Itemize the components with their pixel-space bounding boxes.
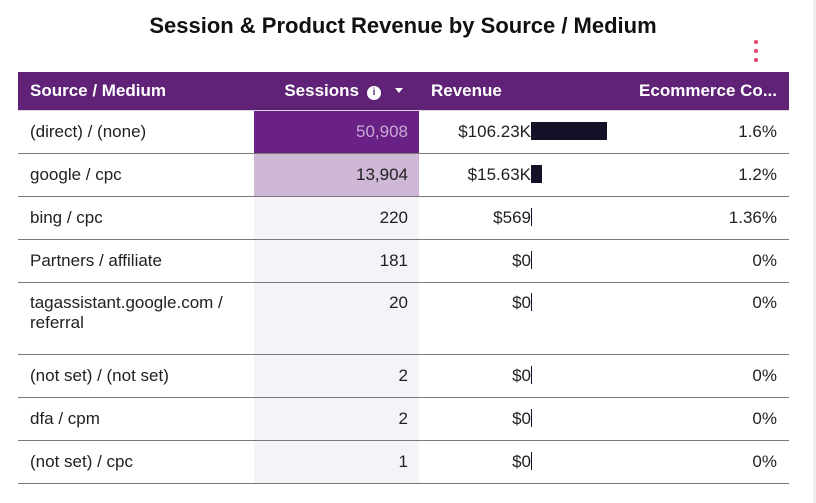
revenue-bar: [531, 251, 532, 269]
sort-desc-icon[interactable]: [395, 88, 403, 93]
revenue-bar: [531, 366, 532, 384]
cell-sessions: 20: [254, 282, 419, 355]
table-row[interactable]: Partners / affiliate 181 $0 0%: [18, 239, 789, 283]
cell-ecommerce: 0%: [619, 239, 789, 283]
column-header-sessions[interactable]: Sessions i: [254, 72, 419, 111]
revenue-bar: [531, 122, 607, 140]
cell-revenue: $106.23K: [419, 110, 619, 154]
column-header-revenue-label: Revenue: [431, 81, 502, 100]
cell-source: (not set) / (not set): [18, 354, 254, 398]
revenue-value: $0: [512, 251, 531, 270]
cell-source: google / cpc: [18, 153, 254, 197]
cell-ecommerce: 1.36%: [619, 196, 789, 240]
data-table: Source / Medium Sessions i Revenue Ecomme…: [18, 72, 789, 484]
cell-sessions: 50,908: [254, 110, 419, 154]
table-row[interactable]: (not set) / cpc 1 $0 0%: [18, 440, 789, 484]
revenue-bar: [531, 208, 532, 226]
revenue-value: $0: [512, 366, 531, 385]
cell-sessions: 181: [254, 239, 419, 283]
cell-ecommerce: 0%: [619, 397, 789, 441]
cell-revenue: $15.63K: [419, 153, 619, 197]
menu-dot: [754, 58, 758, 62]
cell-revenue: $0: [419, 354, 619, 398]
revenue-value: $0: [512, 409, 531, 428]
cell-ecommerce: 0%: [619, 282, 789, 355]
column-header-revenue[interactable]: Revenue: [419, 72, 619, 111]
cell-source: Partners / affiliate: [18, 239, 254, 283]
table-row[interactable]: tagassistant.google.com / referral 20 $0 0%: [18, 282, 789, 355]
revenue-bar: [531, 293, 532, 311]
cell-revenue: $0: [419, 282, 619, 355]
column-header-source-label: Source / Medium: [30, 81, 167, 100]
panel-edge: [813, 0, 816, 503]
table-row[interactable]: google / cpc 13,904 $15.63K 1.2%: [18, 153, 789, 197]
cell-revenue: $0: [419, 239, 619, 283]
table-row[interactable]: bing / cpc 220 $569 1.36%: [18, 196, 789, 240]
info-icon[interactable]: i: [367, 86, 381, 100]
table-row[interactable]: dfa / cpm 2 $0 0%: [18, 397, 789, 441]
cell-sessions: 13,904: [254, 153, 419, 197]
column-header-ecommerce[interactable]: Ecommerce Co...: [619, 72, 789, 111]
revenue-bar: [531, 165, 542, 183]
column-header-sessions-label: Sessions: [284, 81, 359, 100]
revenue-value: $0: [512, 293, 531, 312]
more-vert-icon[interactable]: [750, 40, 762, 62]
column-header-ecommerce-label: Ecommerce Co...: [639, 81, 777, 100]
revenue-value: $0: [512, 452, 531, 471]
table-header-row: Source / Medium Sessions i Revenue Ecomme…: [18, 72, 789, 111]
table-row[interactable]: (not set) / (not set) 2 $0 0%: [18, 354, 789, 398]
chart-title: Session & Product Revenue by Source / Me…: [149, 13, 657, 38]
cell-source: dfa / cpm: [18, 397, 254, 441]
cell-sessions: 2: [254, 397, 419, 441]
revenue-bar: [531, 452, 532, 470]
column-header-source[interactable]: Source / Medium: [18, 72, 254, 111]
cell-ecommerce: 1.2%: [619, 153, 789, 197]
cell-sessions: 2: [254, 354, 419, 398]
revenue-value: $15.63K: [467, 165, 531, 184]
cell-revenue: $569: [419, 196, 619, 240]
menu-dot: [754, 49, 758, 53]
cell-ecommerce: 0%: [619, 440, 789, 484]
cell-ecommerce: 0%: [619, 354, 789, 398]
table-row[interactable]: (direct) / (none) 50,908 $106.23K 1.6%: [18, 110, 789, 154]
revenue-value: $106.23K: [458, 122, 531, 141]
cell-sessions: 220: [254, 196, 419, 240]
menu-dot: [754, 40, 758, 44]
cell-source: tagassistant.google.com / referral: [18, 282, 254, 355]
cell-source: (direct) / (none): [18, 110, 254, 154]
revenue-bar: [531, 409, 532, 427]
cell-source: (not set) / cpc: [18, 440, 254, 484]
cell-revenue: $0: [419, 440, 619, 484]
cell-source: bing / cpc: [18, 196, 254, 240]
cell-sessions: 1: [254, 440, 419, 484]
cell-revenue: $0: [419, 397, 619, 441]
revenue-value: $569: [493, 208, 531, 227]
cell-ecommerce: 1.6%: [619, 110, 789, 154]
